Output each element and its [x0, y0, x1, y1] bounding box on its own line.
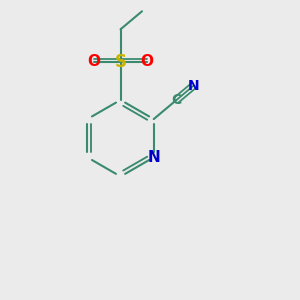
Text: N: N: [188, 79, 199, 93]
Text: S: S: [115, 53, 127, 71]
Text: N: N: [147, 150, 160, 165]
Text: O: O: [141, 54, 154, 69]
Text: O: O: [88, 54, 100, 69]
Text: C: C: [171, 93, 181, 107]
